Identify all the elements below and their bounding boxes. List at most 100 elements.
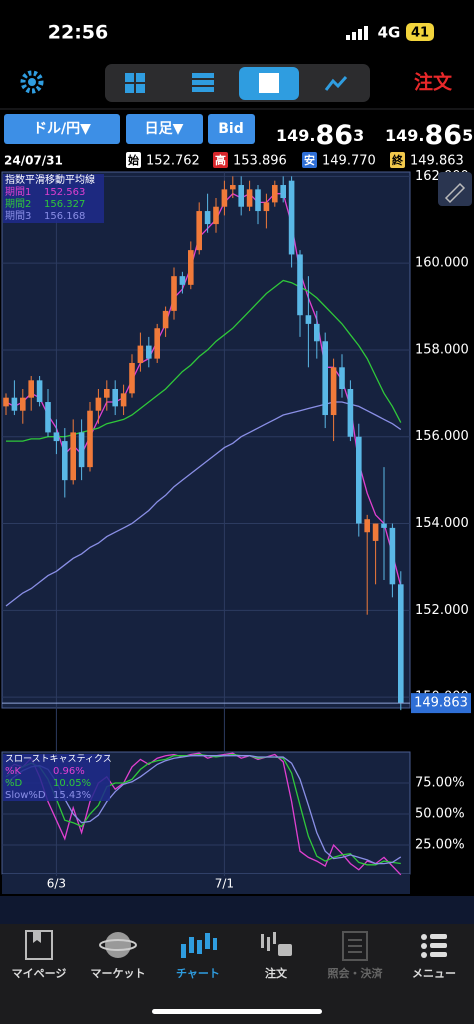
legend-value: 152.563	[44, 187, 85, 198]
candle-body	[28, 380, 34, 398]
candle-body	[146, 345, 152, 359]
x-tick-label: 6/3	[47, 877, 66, 891]
nav-label[interactable]: マーケット	[91, 967, 146, 980]
nav-bar	[0, 924, 474, 1024]
legend-value: 156.327	[44, 199, 85, 210]
y-tick-label: 160.000	[415, 256, 469, 271]
pair-label: ドル/円▼	[33, 121, 91, 137]
legend-name: %D	[5, 778, 23, 789]
order-button[interactable]: 注文	[414, 71, 453, 94]
candle-body	[137, 345, 144, 363]
x-tick-label: 7/1	[215, 877, 234, 891]
candle-body	[112, 389, 118, 407]
candle-body	[162, 310, 169, 329]
nav-label[interactable]: 照会・決済	[328, 966, 384, 980]
legend-box	[3, 174, 104, 223]
candle-body	[339, 367, 345, 390]
y-tick-label: 154.000	[415, 516, 469, 531]
candle-body	[11, 397, 18, 411]
layout-trend-button[interactable]	[324, 76, 348, 91]
candle-body	[389, 527, 396, 585]
candle-body	[238, 185, 244, 207]
legend-name: Slow%D	[5, 790, 46, 801]
ohlc-value: 153.896	[233, 154, 287, 169]
candle-body	[288, 180, 295, 255]
layout-single-button[interactable]	[239, 67, 299, 100]
candle-body	[347, 389, 354, 437]
ask-big: 86	[424, 120, 462, 151]
candle-body	[129, 362, 135, 394]
ask-head: 149.	[385, 126, 424, 145]
battery	[406, 23, 434, 41]
ask-price: 149.865	[385, 120, 473, 151]
y-tick-label: 50.00%	[415, 807, 465, 822]
ohlc-value: 152.762	[146, 154, 200, 169]
ohlc-date: 24/07/31	[4, 154, 63, 168]
candle-body	[230, 185, 236, 190]
nav-label[interactable]: 注文	[265, 966, 288, 980]
candle-body	[196, 211, 202, 251]
period-label: 日足▼	[145, 121, 184, 137]
legend-name: 期間1	[5, 186, 31, 198]
candle-body	[3, 397, 9, 407]
candle-body	[381, 523, 387, 528]
y-tick-label: 25.00%	[415, 838, 465, 853]
ohlc-label: 安	[304, 153, 315, 167]
ohlc-badge	[213, 152, 228, 168]
candle-body	[70, 432, 76, 481]
last-price-tag	[411, 693, 471, 714]
clock: 22:56	[48, 22, 108, 44]
bid-tail: 3	[353, 126, 364, 145]
candle-body	[171, 276, 177, 311]
bid-head: 149.	[276, 126, 315, 145]
ohlc-label: 高	[215, 153, 226, 167]
candle-body	[53, 432, 60, 442]
candle-body	[297, 254, 303, 316]
nav-items: マイページ マーケット チャート 注文 照会・決済 メニュー	[12, 966, 456, 980]
pair-button[interactable]	[4, 114, 120, 144]
candle-body	[87, 410, 93, 468]
y-tick-label: 152.000	[415, 603, 469, 618]
y-tick-label: 75.00%	[415, 776, 465, 791]
candle-body	[372, 523, 379, 541]
legend-value: 156.168	[44, 211, 85, 222]
candle-body	[246, 189, 253, 207]
nav-label[interactable]: マイページ	[12, 967, 67, 980]
legend-value: 15.43%	[53, 790, 91, 801]
candle-body	[78, 432, 85, 468]
candle-body	[36, 380, 43, 403]
nav-label[interactable]: メニュー	[412, 967, 456, 980]
candle-body	[356, 436, 362, 524]
ohlc-label: 終	[392, 153, 404, 167]
price-type-label: Bid	[218, 121, 244, 137]
nav-label[interactable]: チャート	[176, 967, 220, 980]
ohlc-value: 149.863	[410, 154, 464, 169]
candle-body	[104, 389, 110, 398]
candle-body	[213, 206, 219, 225]
candle-body	[314, 323, 320, 342]
legend-box	[3, 754, 110, 801]
legend-name: %K	[5, 766, 22, 777]
candle-body	[398, 584, 404, 704]
layout-rows-button[interactable]	[192, 73, 214, 92]
candle-body	[305, 315, 312, 324]
ohlc-value: 149.770	[322, 154, 376, 169]
ohlc-row: 始 152.762 高 153.896 安 149.770 終 149.863	[126, 152, 464, 169]
period-button[interactable]	[126, 114, 203, 144]
ask-tail: 5	[462, 126, 473, 145]
main-panel	[1, 171, 411, 709]
ohlc-label: 始	[128, 153, 139, 167]
legend-value: 10.05%	[53, 778, 91, 789]
settings-button[interactable]	[20, 70, 44, 94]
battery-level: 41	[411, 26, 429, 41]
pencil-icon	[444, 182, 466, 204]
signal-icon	[346, 26, 368, 40]
legend-name: 期間3	[5, 210, 31, 222]
candle-body	[179, 276, 186, 285]
ohlc-badge	[390, 152, 405, 168]
legend-title: 指数平滑移動平均線	[5, 173, 95, 186]
layout-grid-button[interactable]	[125, 73, 145, 93]
price-type-button[interactable]	[208, 114, 255, 144]
ohlc-badge	[126, 152, 141, 168]
